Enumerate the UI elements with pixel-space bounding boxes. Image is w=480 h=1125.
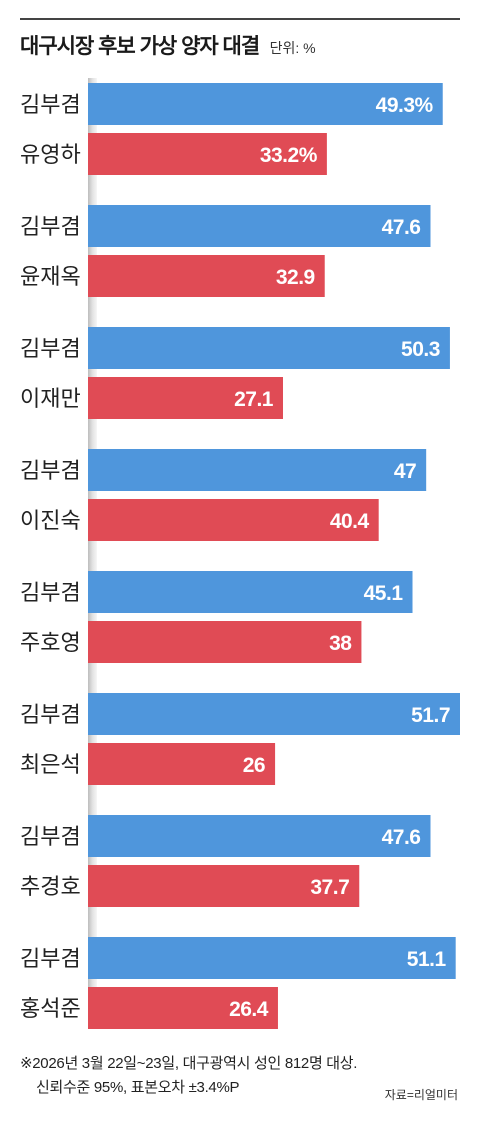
- value-label: 47.6: [382, 826, 421, 849]
- candidate-label: 김부겸: [20, 946, 81, 971]
- value-label: 26.4: [229, 998, 269, 1021]
- value-label: 40.4: [330, 510, 370, 533]
- bar-second: [88, 987, 278, 1029]
- bar-first: [88, 449, 427, 491]
- candidate-label: 윤재옥: [20, 264, 81, 289]
- value-label: 51.7: [411, 704, 450, 727]
- candidate-label: 주호영: [20, 630, 81, 655]
- bar-second: [88, 133, 327, 175]
- bar-first: [88, 571, 413, 613]
- value-label: 26: [243, 754, 265, 777]
- value-label: 32.9: [276, 266, 315, 289]
- footnote: ※2026년 3월 22일~23일, 대구광역시 성인 812명 대상. 신뢰수…: [20, 1052, 357, 1100]
- candidate-label: 김부겸: [20, 702, 81, 727]
- bar-second: [88, 621, 362, 663]
- candidate-label: 홍석준: [20, 996, 81, 1021]
- bar-second: [88, 865, 360, 907]
- bar-first: [88, 937, 456, 979]
- bar-first: [88, 327, 450, 369]
- bar-second: [88, 499, 379, 541]
- bar-first: [88, 83, 443, 125]
- bar-chart: 김부겸 49.3% 유영하 33.2% 김부겸 47.6 윤재옥 32.9 김부겸 50.3 이재만…: [20, 78, 460, 1029]
- top-rule: [20, 18, 460, 20]
- value-label: 45.1: [364, 582, 404, 605]
- value-label: 49.3%: [376, 94, 434, 117]
- candidate-label: 김부겸: [20, 214, 81, 239]
- value-label: 27.1: [234, 388, 274, 411]
- candidate-label: 김부겸: [20, 580, 81, 605]
- value-label: 47: [394, 460, 416, 483]
- bar-first: [88, 815, 431, 857]
- value-label: 33.2%: [260, 144, 318, 167]
- candidate-label: 최은석: [20, 752, 81, 777]
- source-label: 자료=리얼미터: [384, 1088, 458, 1102]
- bar-first: [88, 693, 460, 735]
- title-row: 대구시장 후보 가상 양자 대결 단위: %: [20, 30, 316, 60]
- value-label: 38: [329, 632, 352, 655]
- bar-second: [88, 743, 276, 785]
- bar-second: [88, 377, 283, 419]
- value-label: 47.6: [382, 216, 421, 239]
- candidate-label: 추경호: [20, 874, 81, 899]
- bar-first: [88, 205, 431, 247]
- bar-second: [88, 255, 325, 297]
- candidate-label: 김부겸: [20, 458, 81, 483]
- candidate-label: 김부겸: [20, 336, 81, 361]
- candidate-label: 이진숙: [20, 508, 81, 533]
- value-label: 37.7: [310, 876, 349, 899]
- bars-group: 김부겸 49.3% 유영하 33.2% 김부겸 47.6 윤재옥 32.9 김부겸 50.3 이재만…: [20, 83, 460, 1029]
- footnote-line2: 신뢰수준 95%, 표본오차 ±3.4%P: [36, 1079, 240, 1096]
- chart-title: 대구시장 후보 가상 양자 대결: [20, 35, 260, 58]
- footnote-line1: ※2026년 3월 22일~23일, 대구광역시 성인 812명 대상.: [20, 1055, 358, 1072]
- value-label: 50.3: [401, 338, 440, 361]
- axis-shadow: [88, 78, 97, 1028]
- value-label: 51.1: [407, 948, 447, 971]
- candidate-label: 유영하: [20, 142, 81, 167]
- candidate-label: 김부겸: [20, 824, 81, 849]
- candidate-label: 김부겸: [20, 92, 81, 117]
- unit-label: 단위: %: [269, 40, 316, 56]
- candidate-label: 이재만: [20, 386, 81, 411]
